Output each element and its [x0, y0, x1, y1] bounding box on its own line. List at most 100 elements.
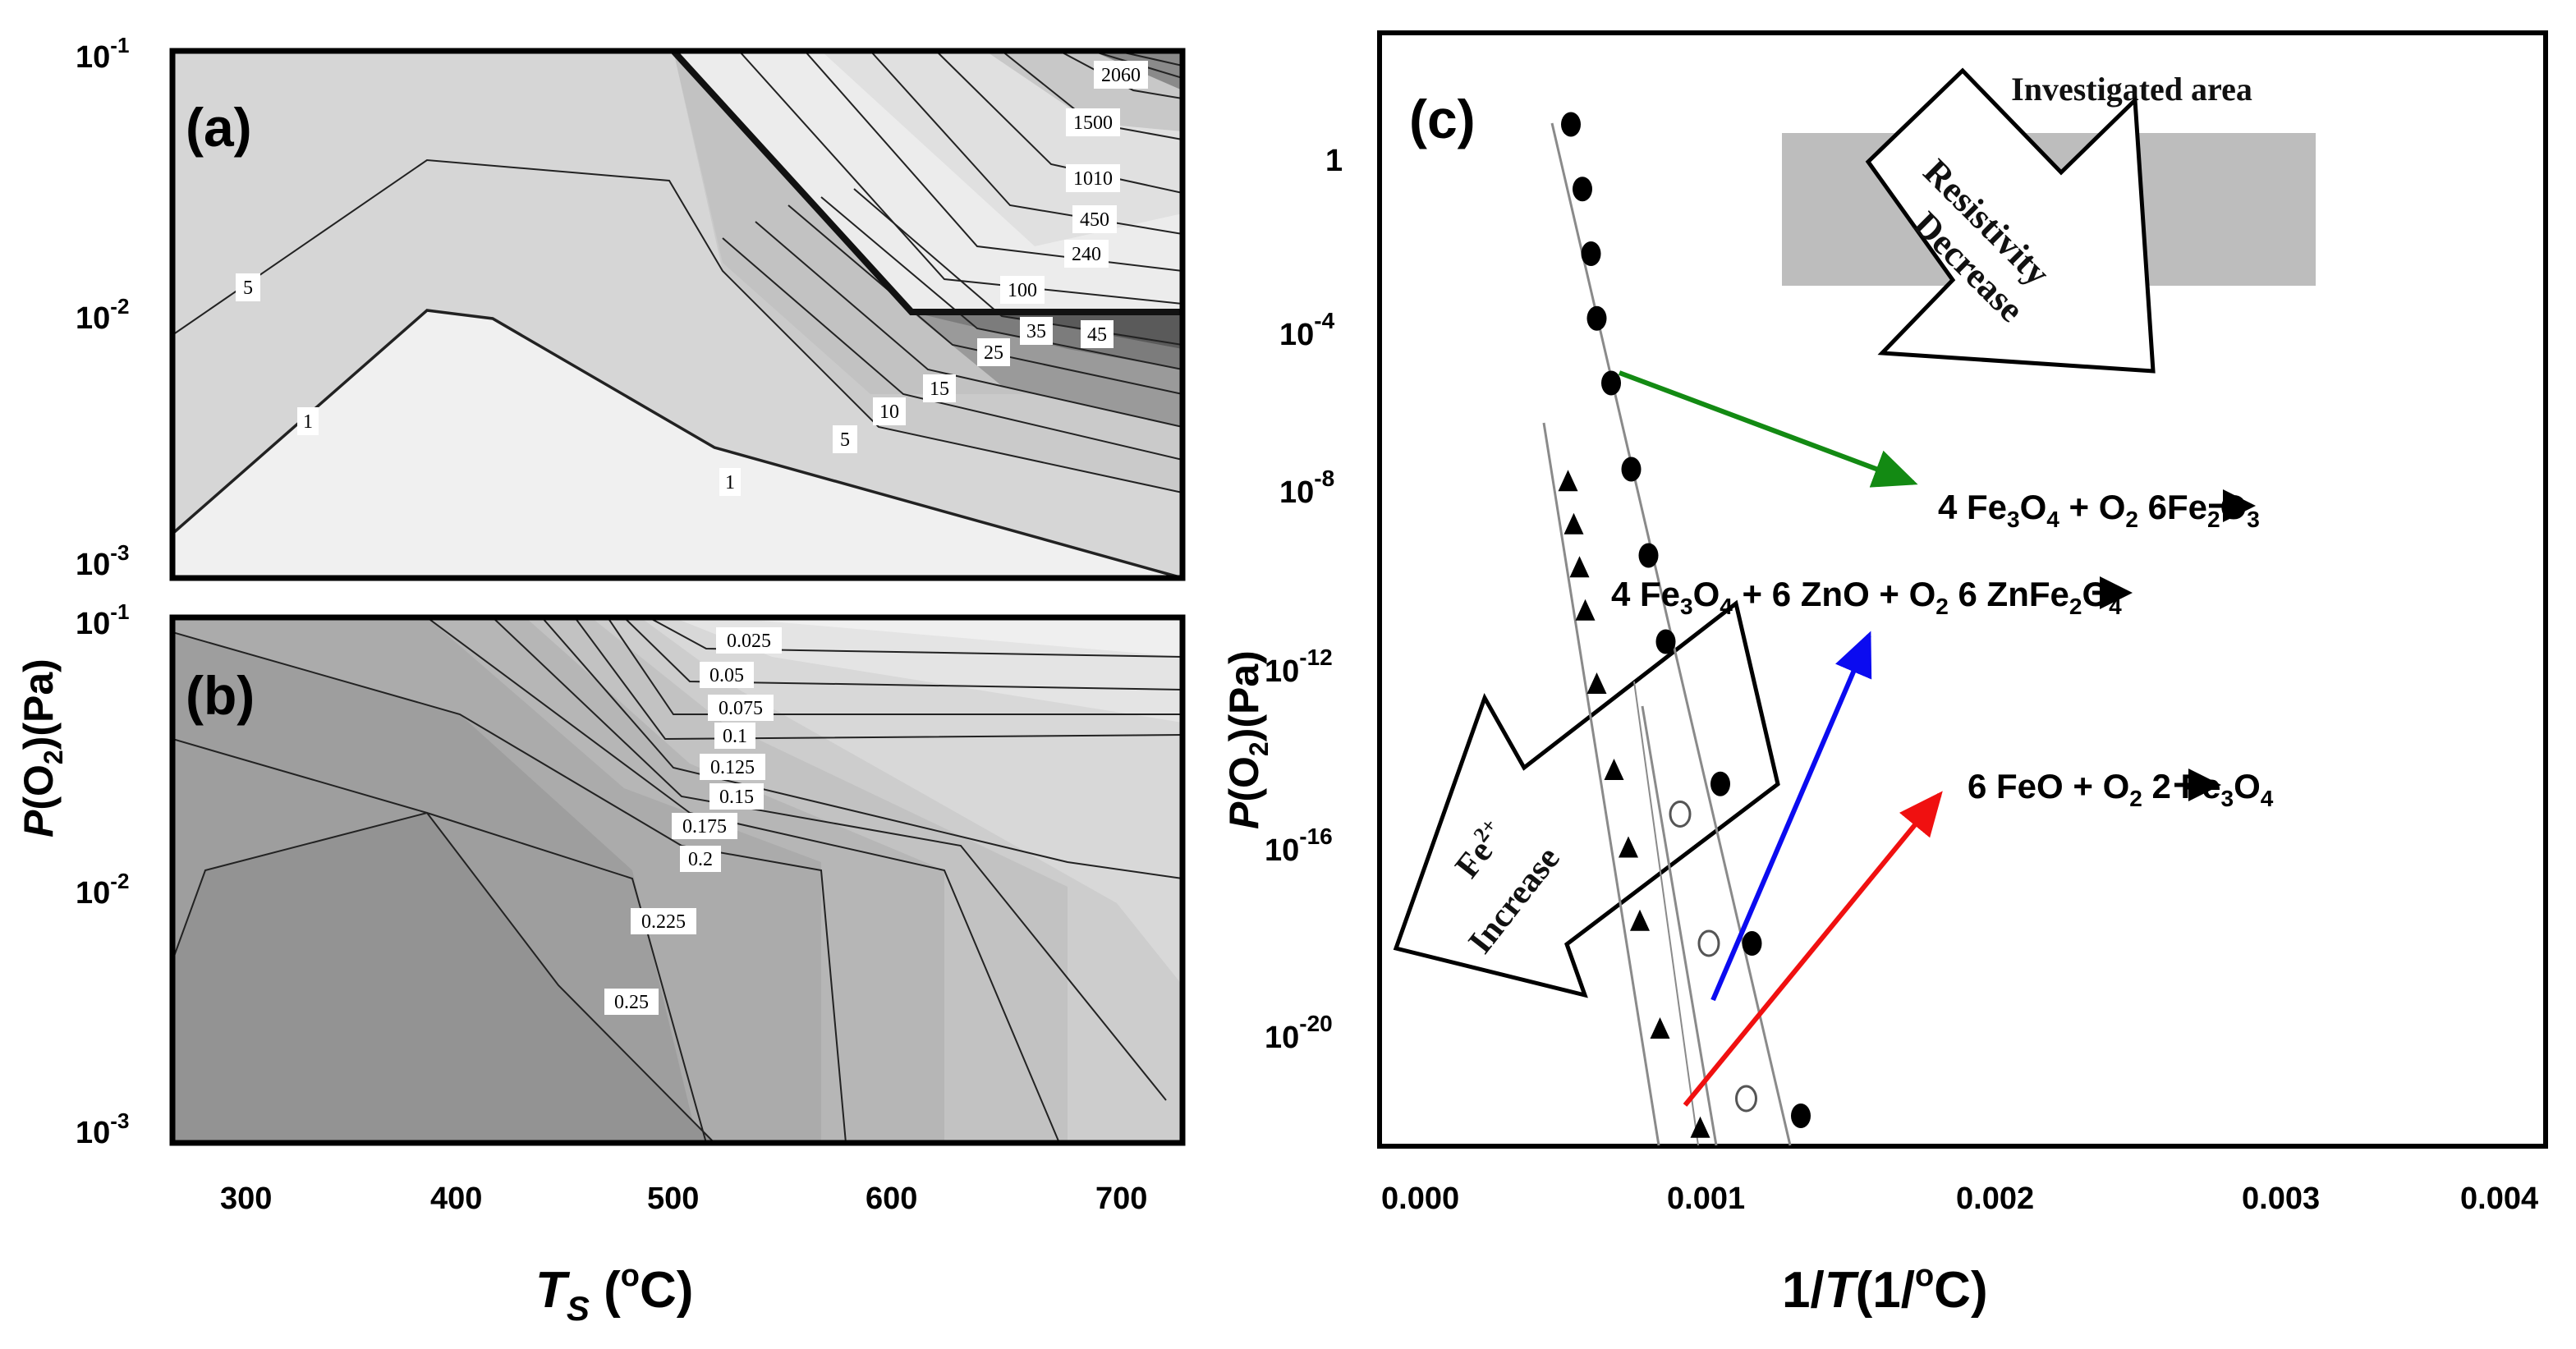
ytick-c-1e-16: 10-16: [1265, 824, 1333, 868]
ytick-c-1e-20: 10-20: [1265, 1011, 1333, 1055]
marker-triangle-22: [1650, 1017, 1670, 1039]
svg-text:0.175: 0.175: [682, 816, 727, 837]
blue-arrow: [1710, 631, 1872, 1002]
marker-triangle-16: [1569, 556, 1590, 578]
x-label-right: 1/T(1/oC): [1782, 1259, 1988, 1319]
series-line-open-circle: [1641, 705, 1718, 1146]
marker-filled-circle-9: [1742, 931, 1762, 956]
clabel-a-15: 15: [923, 374, 956, 402]
xtick-600: 600: [866, 1182, 917, 1216]
svg-text:1: 1: [725, 472, 735, 493]
svg-text:0.225: 0.225: [641, 911, 686, 933]
series-line-triangle: [1542, 422, 1660, 1146]
ytick-a-1e-1: 10-1: [76, 33, 129, 75]
svg-text:10: 10: [879, 401, 899, 423]
marker-filled-circle-5: [1621, 457, 1642, 482]
svg-text:450: 450: [1080, 209, 1109, 231]
svg-text:0.025: 0.025: [727, 631, 771, 652]
xtick-c-0002: 0.002: [1956, 1182, 2034, 1216]
svg-text:0.125: 0.125: [710, 757, 755, 778]
clabel-a-45: 45: [1081, 320, 1114, 348]
xtick-500: 500: [647, 1182, 699, 1216]
clabel-a-240: 240: [1064, 240, 1109, 268]
panel-b-contour-labels: 0.025 0.05 0.075 0.1 0.125 0.15 0.175 0.…: [604, 627, 782, 1015]
y-label-left: P(O2)(Pa): [16, 658, 68, 837]
panel-b-fills: [172, 617, 1182, 1143]
equation-fe2o3: 4 Fe3O4 + O2 6Fe2O3: [1938, 488, 2260, 532]
svg-text:5: 5: [840, 429, 850, 451]
ytick-c-1e-12: 10-12: [1265, 645, 1333, 689]
svg-text:0.2: 0.2: [688, 849, 713, 870]
contour-a-15: [755, 221, 1182, 428]
panel-a-y-ticks: 10-1 10-2 10-3: [76, 33, 129, 582]
marker-triangle-21: [1630, 909, 1650, 931]
panel-a-label: (a): [186, 97, 252, 158]
panel-c-x-ticks: 0.000 0.001 0.002 0.003 0.004: [1381, 1182, 2538, 1216]
clabel-b-02: 0.2: [680, 846, 721, 872]
marker-triangle-15: [1564, 512, 1584, 535]
series-line-extra: [1633, 681, 1699, 1146]
panel-a-contours: [172, 51, 1182, 578]
svg-text:4 Fe3O4 + O2 6Fe2O3: 4 Fe3O4 + O2 6Fe2O3: [1938, 488, 2260, 532]
svg-text:5: 5: [243, 278, 253, 299]
clabel-b-015: 0.15: [709, 783, 764, 810]
svg-text:100: 100: [1008, 280, 1037, 301]
svg-text:1500: 1500: [1073, 112, 1113, 134]
marker-filled-circle-0: [1561, 112, 1581, 137]
clabel-a-10: 10: [873, 397, 906, 425]
clabel-a-5: 5: [236, 273, 260, 301]
equation-znfe2o4: 4 Fe3O4 + 6 ZnO + O2 6 ZnFe2O4: [1611, 575, 2133, 619]
xtick-700: 700: [1095, 1182, 1147, 1216]
contour-a-25: [787, 204, 1182, 395]
panel-c: (c) Investigated area Resistivity Decrea…: [1265, 30, 2548, 1216]
ytick-c-1e-8: 10-8: [1279, 466, 1334, 510]
panel-b-y-ticks: 10-1 10-2 10-3: [76, 599, 129, 1150]
contour-a-1: [172, 309, 1182, 578]
clabel-a-2060: 2060: [1094, 61, 1148, 89]
clabel-b-005: 0.05: [700, 662, 754, 688]
panel-b-x-ticks: 300 400 500 600 700: [220, 1182, 1147, 1216]
ytick-a-1e-3: 10-3: [76, 540, 129, 582]
marker-filled-circle-1: [1573, 177, 1592, 202]
clabel-a-1010: 1010: [1066, 164, 1120, 192]
clabel-b-025: 0.25: [604, 989, 659, 1015]
marker-filled-circle-4: [1601, 370, 1621, 396]
clabel-b-0075: 0.075: [708, 695, 774, 721]
marker-open-circle-12: [1697, 929, 1720, 957]
marker-filled-circle-2: [1581, 241, 1601, 266]
svg-text:45: 45: [1087, 324, 1107, 346]
xtick-300: 300: [220, 1182, 272, 1216]
svg-text:0.15: 0.15: [719, 787, 754, 808]
chart-markers: [1558, 112, 1811, 1138]
marker-filled-circle-8: [1710, 771, 1730, 796]
marker-filled-circle-6: [1638, 543, 1659, 568]
clabel-a-1b: 1: [719, 468, 741, 496]
marker-triangle-19: [1604, 759, 1624, 780]
xtick-c-0003: 0.003: [2242, 1182, 2320, 1216]
ytick-b-1e-3: 10-3: [76, 1108, 129, 1150]
ytick-c-1: 1: [1325, 144, 1343, 178]
panel-a: 5 1 1 5 10 15 25 35 45 100 240 450 1010 …: [76, 33, 1186, 582]
ytick-b-1e-1: 10-1: [76, 599, 129, 641]
clabel-b-0025: 0.025: [716, 627, 782, 654]
marker-triangle-17: [1575, 599, 1596, 621]
ytick-b-1e-2: 10-2: [76, 869, 129, 911]
svg-text:35: 35: [1026, 321, 1046, 342]
xtick-c-0000: 0.000: [1381, 1182, 1459, 1216]
clabel-a-35: 35: [1020, 317, 1053, 345]
x-label-left: TS (oC): [535, 1259, 693, 1328]
svg-text:240: 240: [1072, 244, 1101, 265]
y-label-right: P(O2)(Pa): [1221, 650, 1274, 829]
marker-open-circle-13: [1735, 1085, 1757, 1113]
clabel-a-5b: 5: [833, 425, 857, 453]
clabel-b-0125: 0.125: [700, 754, 765, 780]
svg-text:0.1: 0.1: [723, 726, 747, 747]
red-arrow: [1683, 791, 1943, 1107]
panel-c-label: (c): [1409, 89, 1476, 149]
clabel-a-25: 25: [977, 338, 1010, 366]
clabel-b-01: 0.1: [714, 723, 755, 749]
svg-text:0.075: 0.075: [719, 698, 763, 719]
clabel-a-1500: 1500: [1066, 108, 1120, 136]
marker-open-circle-11: [1669, 801, 1692, 828]
